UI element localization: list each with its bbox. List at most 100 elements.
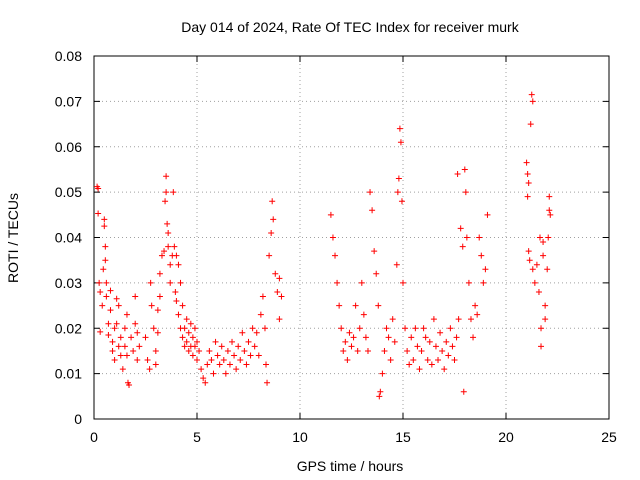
data-point [191, 343, 198, 350]
data-point [391, 338, 398, 345]
data-point [428, 361, 435, 368]
data-point [441, 366, 448, 373]
data-point [274, 288, 281, 295]
data-point [360, 311, 367, 318]
data-point [152, 361, 159, 368]
data-point [187, 320, 194, 327]
data-point [430, 316, 437, 323]
data-point [97, 288, 104, 295]
data-point [340, 347, 347, 354]
data-point [545, 234, 552, 241]
plot-frame [93, 55, 610, 420]
data-point [476, 234, 483, 241]
data-point [338, 325, 345, 332]
data-point [128, 334, 135, 341]
data-point [163, 189, 170, 196]
data-point [173, 252, 180, 259]
data-point [113, 320, 120, 327]
data-point [400, 279, 406, 286]
data-point [132, 320, 139, 327]
data-point [461, 166, 468, 173]
data-point [472, 302, 479, 309]
data-point [233, 366, 240, 373]
data-point [152, 347, 159, 354]
data-point [460, 388, 467, 395]
data-point [103, 279, 110, 286]
data-point [102, 257, 109, 264]
data-point [396, 125, 403, 132]
data-point [455, 316, 462, 323]
data-point [109, 347, 116, 354]
data-point [540, 252, 547, 259]
data-point [389, 316, 396, 323]
data-point [102, 243, 109, 250]
data-point [144, 357, 151, 364]
data-point [344, 357, 351, 364]
data-point [342, 338, 349, 345]
data-point [194, 338, 200, 345]
data-point [484, 211, 491, 218]
data-point [354, 347, 361, 354]
data-point [404, 347, 411, 354]
data-point [524, 170, 531, 177]
data-point [332, 252, 339, 259]
x-tick-label: 20 [498, 429, 514, 445]
data-point [394, 189, 401, 196]
y-tick-label: 0.07 [55, 93, 82, 109]
data-point [474, 311, 481, 318]
data-point [154, 329, 161, 336]
y-tick-label: 0.03 [55, 275, 82, 291]
data-point [540, 239, 547, 246]
data-point [95, 210, 102, 217]
data-point [134, 329, 141, 336]
data-point [412, 325, 419, 332]
data-point [175, 311, 182, 318]
data-point [147, 279, 154, 286]
data-point [348, 343, 355, 350]
x-tick-label: 0 [90, 429, 98, 445]
data-point [524, 193, 531, 200]
data-point [542, 316, 549, 323]
data-point [249, 325, 256, 332]
data-point [526, 257, 533, 264]
x-axis-label: GPS time / hours [297, 458, 404, 474]
data-point [538, 325, 545, 332]
data-point [121, 343, 128, 350]
data-point [381, 347, 388, 354]
data-point [371, 248, 378, 255]
data-point [329, 234, 336, 241]
data-point [350, 334, 357, 341]
data-point [162, 198, 169, 205]
data-point [170, 189, 177, 196]
data-point [214, 352, 221, 359]
data-point [546, 207, 553, 214]
data-point [270, 216, 277, 223]
y-tick-label: 0.05 [55, 184, 82, 200]
data-point [167, 279, 174, 286]
data-point [462, 189, 469, 196]
data-point [453, 334, 460, 341]
data-point [117, 334, 124, 341]
data-point [115, 302, 122, 309]
data-point [269, 198, 276, 205]
x-tick-label: 10 [292, 429, 308, 445]
data-point [136, 343, 143, 350]
data-point [255, 352, 262, 359]
y-tick-label: 0.08 [55, 48, 82, 64]
data-point [165, 243, 172, 250]
data-point [148, 302, 155, 309]
data-point [109, 338, 116, 345]
data-point [525, 248, 532, 255]
data-point [447, 325, 454, 332]
data-point [336, 302, 343, 309]
data-point [126, 381, 133, 388]
data-point [546, 193, 553, 200]
data-point [373, 270, 380, 277]
data-point [416, 366, 423, 373]
data-point [547, 211, 554, 218]
data-point [422, 334, 429, 341]
data-point [212, 338, 219, 345]
data-point [257, 311, 264, 318]
data-point [259, 293, 266, 300]
